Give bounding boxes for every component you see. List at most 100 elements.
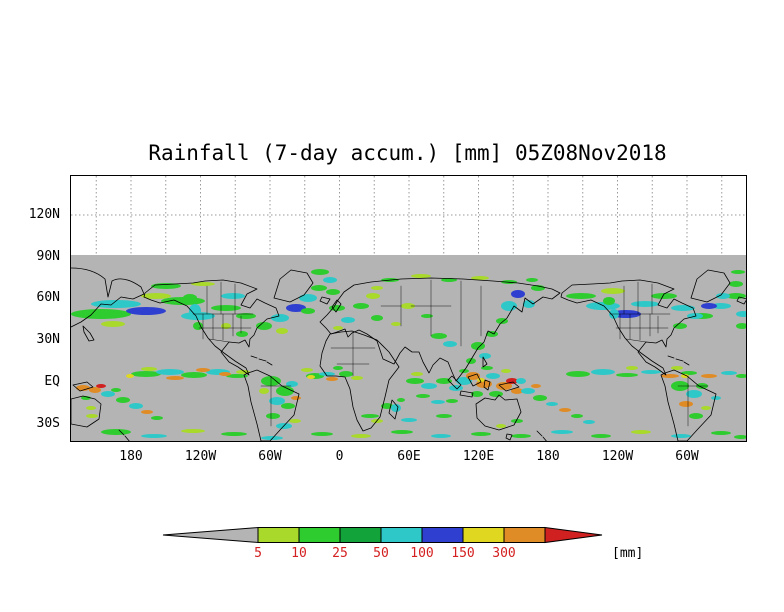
rain-cell [456, 377, 472, 385]
rain-cell [431, 333, 447, 339]
rain-cell [559, 408, 571, 412]
coast-maritime-continent [72, 356, 520, 398]
rain-cell [421, 383, 437, 389]
rain-cell [701, 406, 711, 410]
rain-cell [236, 331, 248, 337]
colorbar-segment [380, 527, 423, 543]
coast-iceland [319, 296, 331, 305]
rain-cell [286, 381, 298, 387]
rain-cell [701, 374, 717, 378]
colorbar-level-label: 5 [254, 546, 262, 561]
rain-cell [591, 369, 615, 375]
rain-cell [601, 288, 625, 294]
rain-cell [391, 322, 401, 326]
x-axis-tick-label: 60W [258, 449, 282, 464]
rain-cell [221, 432, 247, 436]
rain-cell [181, 429, 205, 433]
rain-cell [311, 269, 329, 275]
rain-cell [261, 436, 283, 440]
rain-cell [626, 366, 638, 370]
colorbar-segment [298, 527, 341, 543]
colorbar-above-max-arrow [544, 526, 603, 544]
rain-cell [531, 384, 541, 388]
rain-cell [166, 376, 184, 380]
colorbar-level-label: 25 [332, 546, 348, 561]
rain-cell [481, 366, 493, 370]
colorbar [162, 526, 603, 544]
coast-madagascar [388, 399, 399, 420]
rain-cell [366, 293, 380, 299]
colorbar-labels: 5 10 25 50 100 150 300 [150, 546, 662, 562]
rain-cell [476, 380, 492, 388]
rain-cell [333, 326, 343, 330]
rain-cell [196, 368, 210, 372]
rain-cell [477, 378, 485, 382]
rain-cell [496, 424, 506, 428]
rain-cell [411, 274, 431, 278]
rain-cell [266, 413, 280, 419]
rain-cell [729, 281, 743, 287]
rain-cell [501, 369, 511, 373]
rain-cell [671, 434, 691, 438]
y-axis-tick-label: 30S [36, 416, 60, 431]
rain-cell [183, 294, 197, 302]
rain-cell [566, 371, 590, 377]
rain-cell [151, 416, 163, 420]
coast-britain [331, 299, 342, 313]
rain-cell [371, 315, 383, 321]
rain-cell [339, 371, 353, 377]
rain-cell [101, 429, 131, 435]
coast-greenland [273, 269, 314, 303]
coast-northeast-asia [70, 267, 145, 328]
gridlines [71, 176, 746, 255]
rain-cell [193, 322, 203, 330]
rain-cell [89, 387, 101, 393]
rain-cell [311, 432, 333, 436]
rain-cell [583, 420, 595, 424]
rain-cell [471, 432, 491, 436]
colorbar-level-label: 50 [373, 546, 389, 561]
y-axis-tick-label: EQ [44, 374, 60, 389]
rain-cell [191, 282, 215, 286]
rainfall-map-svg [70, 176, 750, 444]
coast-eurasia [319, 277, 561, 382]
rain-cell [361, 414, 379, 418]
rain-cell [486, 373, 500, 379]
rain-cell [446, 399, 458, 403]
rain-cell [673, 323, 687, 329]
rain-cell [276, 386, 294, 396]
rain-cell [219, 372, 231, 376]
x-axis-tick-label: 60W [675, 449, 699, 464]
rain-cell [471, 391, 483, 397]
rain-cell [521, 388, 535, 394]
rain-cell [286, 304, 306, 312]
rain-cell [526, 278, 538, 282]
rain-cell [276, 328, 288, 334]
rain-cell [566, 293, 596, 299]
colorbar-segment [339, 527, 382, 543]
rain-cell [416, 394, 430, 398]
rain-cell [111, 388, 121, 392]
rain-cell [401, 303, 415, 309]
colorbar-segment [257, 527, 300, 543]
rain-cell [551, 430, 573, 434]
colorbar-level-label: 100 [410, 546, 434, 561]
rain-cell [681, 374, 689, 378]
rain-cell [397, 398, 405, 402]
rain-cell [91, 300, 141, 308]
coast-caribbean [250, 355, 273, 366]
rain-cell [734, 435, 748, 439]
rain-cell [256, 322, 272, 330]
rain-cell [631, 430, 651, 434]
rain-cell [281, 403, 295, 409]
rain-cell [299, 294, 317, 302]
rain-cell [301, 308, 315, 314]
rain-cell [711, 396, 721, 400]
rain-cell [443, 341, 457, 347]
rain-cell [523, 300, 535, 308]
rain-cell [616, 373, 638, 377]
rain-cell [126, 307, 166, 315]
colorbar-level-label: 10 [291, 546, 307, 561]
colorbar-segment [462, 527, 505, 543]
x-axis-tick-label: 0 [335, 449, 344, 464]
